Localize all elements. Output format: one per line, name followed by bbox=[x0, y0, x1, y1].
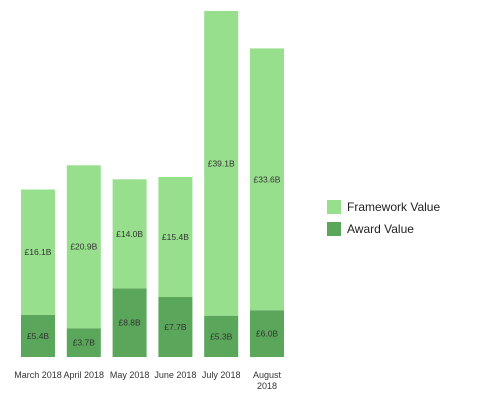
legend-swatch-framework-value bbox=[327, 200, 341, 214]
x-tick-label-may-2018: May 2018 bbox=[110, 370, 150, 380]
data-label-framework-value-may-2018: £14.0B bbox=[116, 229, 143, 239]
legend-item-award-value: Award Value bbox=[327, 221, 440, 237]
bar-framework-value-august-2018 bbox=[250, 48, 284, 311]
x-tick-label-august-2018: August 2018 bbox=[253, 370, 282, 391]
bar-framework-value-june-2018 bbox=[158, 177, 193, 297]
bar-framework-value-march-2018 bbox=[21, 189, 55, 315]
data-label-award-value-april-2018: £3.7B bbox=[73, 338, 96, 348]
bar-framework-value-may-2018 bbox=[112, 179, 147, 289]
data-label-award-value-august-2018: £6.0B bbox=[256, 329, 279, 339]
legend-swatch-award-value bbox=[327, 222, 341, 236]
data-label-framework-value-august-2018: £33.6B bbox=[254, 174, 281, 184]
data-label-framework-value-june-2018: £15.4B bbox=[162, 232, 189, 242]
bar-award-value-march-2018 bbox=[21, 314, 55, 357]
bar-award-value-august-2018 bbox=[250, 310, 284, 357]
data-label-framework-value-march-2018: £16.1B bbox=[25, 247, 52, 257]
data-label-award-value-march-2018: £5.4B bbox=[27, 331, 50, 341]
bar-award-value-june-2018 bbox=[158, 297, 193, 357]
bar-award-value-july-2018 bbox=[204, 315, 239, 357]
bar-award-value-april-2018 bbox=[66, 328, 101, 357]
data-label-framework-value-april-2018: £20.9B bbox=[70, 242, 97, 252]
bar-award-value-may-2018 bbox=[112, 288, 147, 357]
x-tick-label-june-2018: June 2018 bbox=[154, 370, 196, 380]
legend-item-framework-value: Framework Value bbox=[327, 199, 440, 215]
data-label-award-value-may-2018: £8.8B bbox=[118, 318, 141, 328]
x-tick-label-march-2018: March 2018 bbox=[14, 370, 62, 380]
bar-framework-value-april-2018 bbox=[66, 165, 101, 329]
data-label-award-value-june-2018: £7.7B bbox=[164, 322, 187, 332]
legend-label-award-value: Award Value bbox=[347, 222, 414, 236]
x-tick-label-july-2018: July 2018 bbox=[202, 370, 241, 380]
data-label-award-value-july-2018: £5.3B bbox=[210, 331, 233, 341]
legend-label-framework-value: Framework Value bbox=[347, 200, 441, 214]
x-tick-label-april-2018: April 2018 bbox=[64, 370, 105, 380]
data-label-framework-value-july-2018: £39.1B bbox=[208, 158, 235, 168]
bar-framework-value-july-2018 bbox=[204, 11, 239, 316]
chart-legend: Framework Value Award Value bbox=[327, 199, 440, 243]
